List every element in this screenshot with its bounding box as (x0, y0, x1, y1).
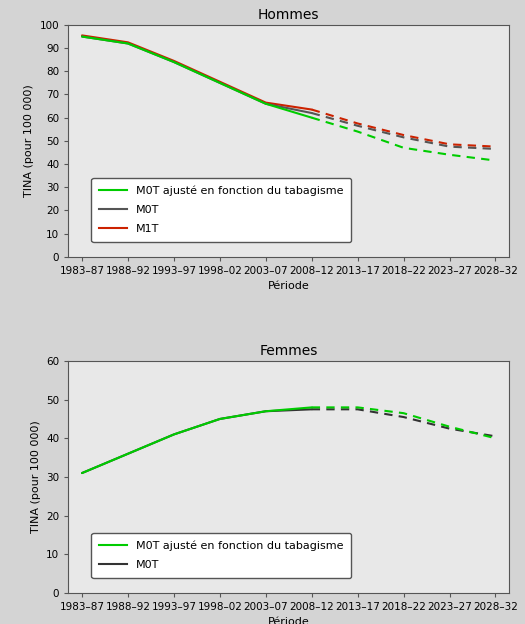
X-axis label: Période: Période (268, 281, 310, 291)
Legend: M0T ajusté en fonction du tabagisme, M0T, M1T: M0T ajusté en fonction du tabagisme, M0T… (91, 178, 351, 242)
Y-axis label: TINA (pour 100 000): TINA (pour 100 000) (24, 84, 34, 197)
X-axis label: Période: Période (268, 617, 310, 624)
Y-axis label: TINA (pour 100 000): TINA (pour 100 000) (30, 421, 40, 534)
Legend: M0T ajusté en fonction du tabagisme, M0T: M0T ajusté en fonction du tabagisme, M0T (91, 533, 351, 578)
Title: Hommes: Hommes (258, 8, 320, 22)
Title: Femmes: Femmes (259, 344, 318, 358)
